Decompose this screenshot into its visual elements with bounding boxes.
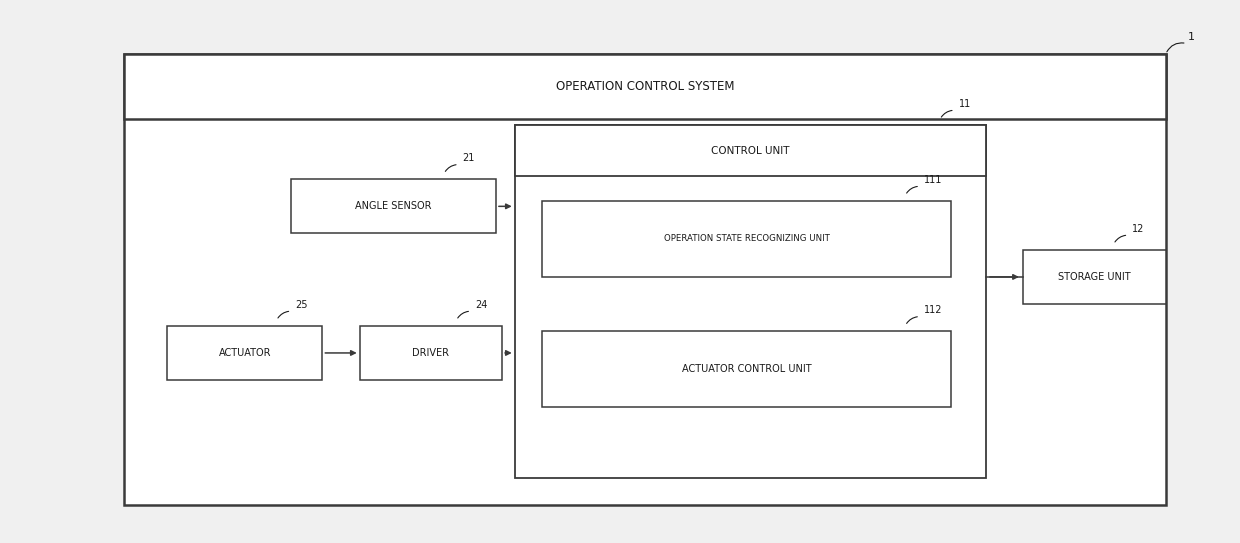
Bar xyxy=(515,125,986,478)
Text: OPERATION CONTROL SYSTEM: OPERATION CONTROL SYSTEM xyxy=(556,80,734,93)
Bar xyxy=(542,331,951,407)
Text: 12: 12 xyxy=(1132,224,1145,234)
Text: CONTROL UNIT: CONTROL UNIT xyxy=(711,146,790,156)
Bar xyxy=(515,125,986,176)
Text: 111: 111 xyxy=(924,175,942,185)
Bar xyxy=(360,326,502,380)
Text: 24: 24 xyxy=(475,300,487,310)
Text: OPERATION STATE RECOGNIZING UNIT: OPERATION STATE RECOGNIZING UNIT xyxy=(663,235,830,243)
Text: 1: 1 xyxy=(1188,32,1195,42)
Bar xyxy=(1023,250,1166,304)
Bar xyxy=(542,201,951,277)
Text: 112: 112 xyxy=(924,306,942,315)
Bar xyxy=(124,54,1166,119)
Bar xyxy=(167,326,322,380)
Text: 11: 11 xyxy=(959,99,971,109)
Text: STORAGE UNIT: STORAGE UNIT xyxy=(1058,272,1131,282)
Text: ACTUATOR: ACTUATOR xyxy=(218,348,272,358)
Text: DRIVER: DRIVER xyxy=(413,348,449,358)
Text: 25: 25 xyxy=(295,300,308,310)
Bar xyxy=(124,54,1166,505)
Text: 21: 21 xyxy=(463,154,475,163)
Text: ANGLE SENSOR: ANGLE SENSOR xyxy=(356,201,432,211)
Bar xyxy=(291,179,496,233)
Text: ACTUATOR CONTROL UNIT: ACTUATOR CONTROL UNIT xyxy=(682,364,811,374)
